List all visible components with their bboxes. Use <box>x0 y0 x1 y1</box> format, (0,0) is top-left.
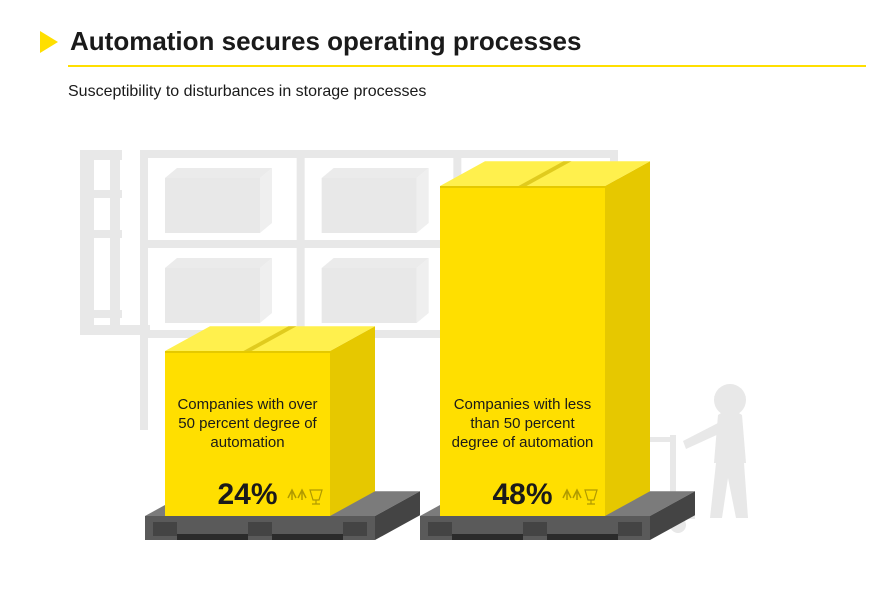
page-title: Automation secures operating processes <box>70 26 581 57</box>
box-value: 24% <box>165 478 330 512</box>
title-underline <box>68 65 866 67</box>
infographic-scene: Companies with over 50 percent degree of… <box>80 130 800 590</box>
title-row: Automation secures operating processes <box>40 26 830 57</box>
header: Automation secures operating processes S… <box>0 0 870 105</box>
box-value: 48% <box>440 478 605 512</box>
bar-boxes-svg <box>80 130 800 590</box>
subtitle: Susceptibility to disturbances in storag… <box>68 83 830 101</box>
arrow-icon <box>40 31 58 53</box>
box-label: Companies with less than 50 percent degr… <box>450 396 595 452</box>
box-label: Companies with over 50 percent degree of… <box>175 396 320 452</box>
